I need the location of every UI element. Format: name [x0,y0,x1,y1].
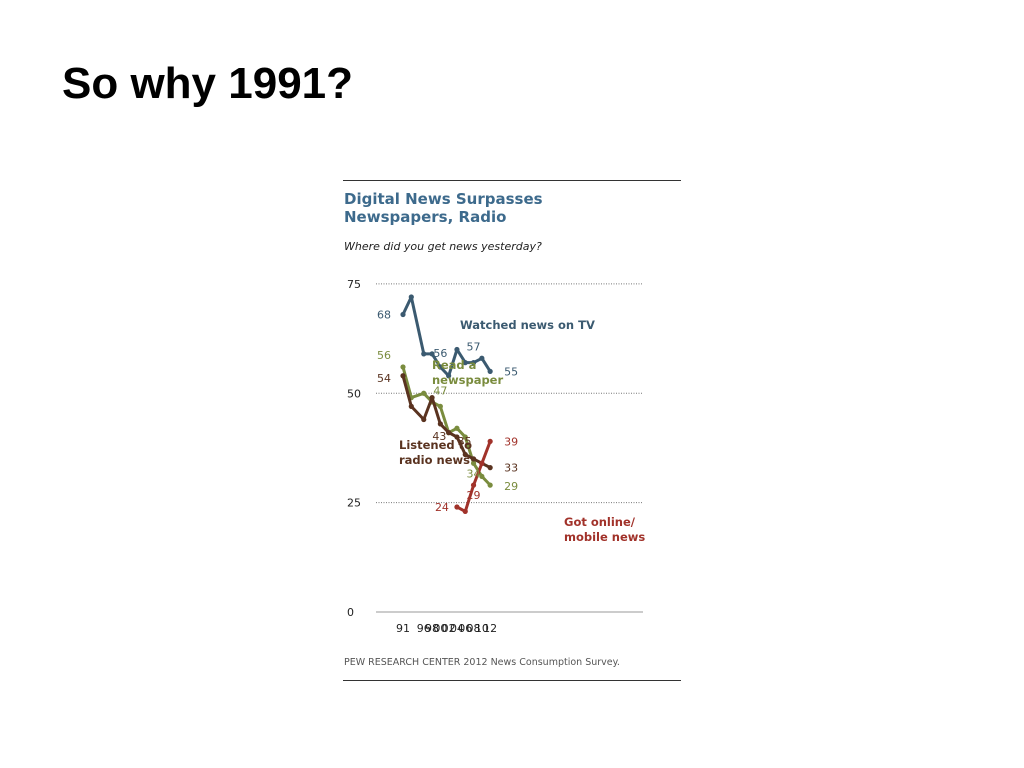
data-point [487,368,493,374]
data-point [479,473,485,479]
y-tick-label: 50 [347,387,361,400]
series-annotation: Got online/ [564,515,636,529]
data-label: 35 [458,435,472,448]
series-annotation: mobile news [564,530,645,544]
data-point [429,395,435,401]
data-point [437,421,443,427]
data-point [421,416,427,423]
slide-title: So why 1991? [62,59,354,108]
x-tick-label: 10 [475,622,489,635]
x-tick-label: 91 [396,622,410,635]
data-label: 43 [432,430,446,443]
data-point [470,360,477,366]
series-annotation: radio news [399,453,470,467]
series-annotation: Listened to [399,438,472,452]
x-tick-label: 04 [450,622,464,635]
data-point [454,434,460,440]
chart-subtitle: Where did you get news yesterday? [344,240,542,253]
chart-title: Digital News Surpasses Newspapers, Radio [344,190,543,226]
data-label: 54 [377,372,391,385]
data-label: 34 [467,467,481,480]
data-point [462,434,468,440]
x-tick-label: 00 [433,622,447,635]
y-tick-label: 75 [347,278,361,291]
data-point [487,482,493,488]
series-annotation: newspaper [432,373,503,387]
data-point [462,508,468,514]
x-tick-label: 06 [458,622,472,635]
data-point [454,504,460,510]
data-point [429,351,435,357]
data-point [408,403,414,409]
data-point [487,465,493,471]
data-point [479,355,485,361]
data-point [487,438,493,444]
data-point [446,430,452,436]
data-point [400,311,406,318]
data-label: 57 [467,341,481,354]
source-note: PEW RESEARCH CENTER 2012 News Consumptio… [344,657,620,668]
series-annotation: Read a [432,358,476,372]
data-point [400,364,406,370]
data-point [470,456,477,462]
data-point [479,460,485,466]
data-label: 39 [504,435,518,448]
y-tick-label: 25 [347,497,361,510]
y-tick-label: 0 [347,606,354,619]
data-point [462,451,468,458]
data-point [470,482,477,488]
chart-panel: Digital News Surpasses Newspapers, Radio… [343,180,683,682]
data-point [408,294,414,300]
bottom-rule [343,680,681,681]
data-label: 47 [433,384,447,397]
data-point [446,373,452,379]
top-rule [343,180,681,181]
x-tick-label: 08 [467,622,481,635]
data-label: 68 [377,309,391,322]
data-label: 24 [435,501,449,514]
data-point [400,373,406,379]
data-point [462,360,468,366]
data-label: 56 [377,349,391,362]
data-point [470,460,477,466]
data-label: 29 [467,489,481,502]
data-label: 56 [433,347,447,360]
data-point [454,346,460,353]
data-point [421,351,427,357]
data-label: 33 [504,462,518,475]
data-point [437,364,443,370]
data-label: 55 [504,365,518,378]
series-annotation: Watched news on TV [460,318,595,332]
data-label: 29 [504,480,518,493]
data-point [437,403,443,409]
x-tick-label: 98 [425,622,439,635]
data-point [421,390,427,396]
x-tick-label: 12 [483,622,497,635]
x-tick-label: 96 [417,622,431,635]
x-tick-label: 02 [442,622,456,635]
data-point [454,425,460,431]
